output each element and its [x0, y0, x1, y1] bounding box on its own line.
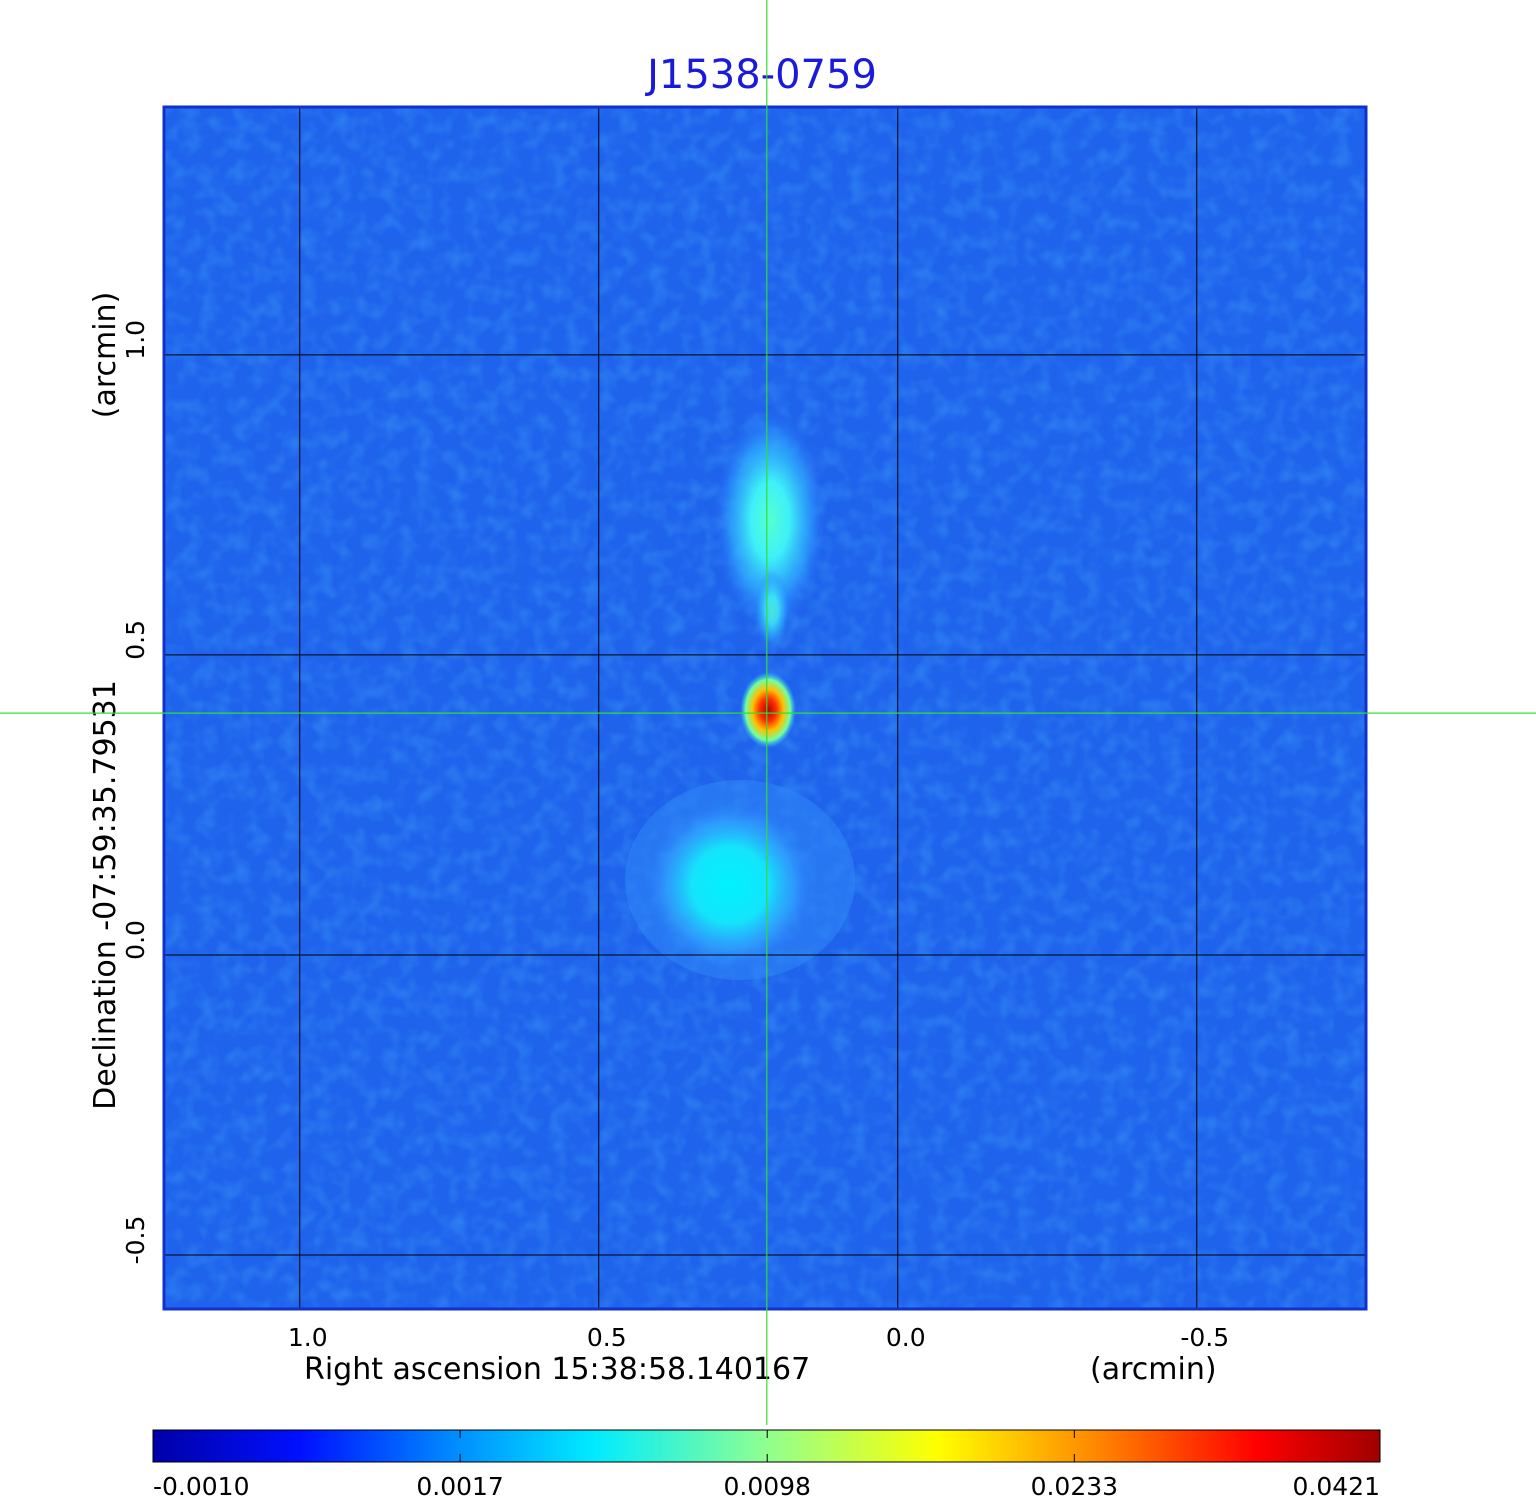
y-tick-label: 0.5	[121, 620, 150, 660]
x-axis-label: Right ascension 15:38:58.140167	[304, 1352, 810, 1387]
chart-title: J1538-0759	[644, 52, 877, 98]
colorbar-tick-label: -0.0010	[153, 1472, 250, 1500]
core	[740, 672, 796, 748]
colorbar	[152, 1429, 1381, 1463]
y-axis-label: Declination -07:59:35.79531	[88, 680, 123, 1110]
grid	[164, 107, 1366, 1309]
y-axis-unit: (arcmin)	[88, 292, 123, 419]
colorbar-tick-label: 0.0098	[723, 1472, 810, 1500]
jet-knot	[754, 570, 790, 650]
y-tick-label: 1.0	[121, 320, 150, 360]
x-tick-label: 0.0	[886, 1323, 926, 1352]
x-axis-unit: (arcmin)	[1090, 1352, 1217, 1387]
sky-image	[164, 107, 1366, 1309]
y-tick-label: -0.5	[121, 1216, 150, 1265]
lower-lobe	[645, 800, 815, 970]
x-tick-label: -0.5	[1180, 1323, 1229, 1352]
overlay	[0, 0, 1536, 1425]
x-tick-label: 0.5	[587, 1323, 627, 1352]
plot-frame	[162, 105, 1368, 1311]
colorbar-tick-label: 0.0421	[1293, 1472, 1380, 1500]
colorbar-tick-label: 0.0233	[1031, 1472, 1118, 1500]
x-tick-label: 1.0	[288, 1323, 328, 1352]
y-tick-label: 0.0	[121, 920, 150, 960]
colorbar-tick-label: 0.0017	[416, 1472, 503, 1500]
jet-lobe	[715, 410, 825, 630]
